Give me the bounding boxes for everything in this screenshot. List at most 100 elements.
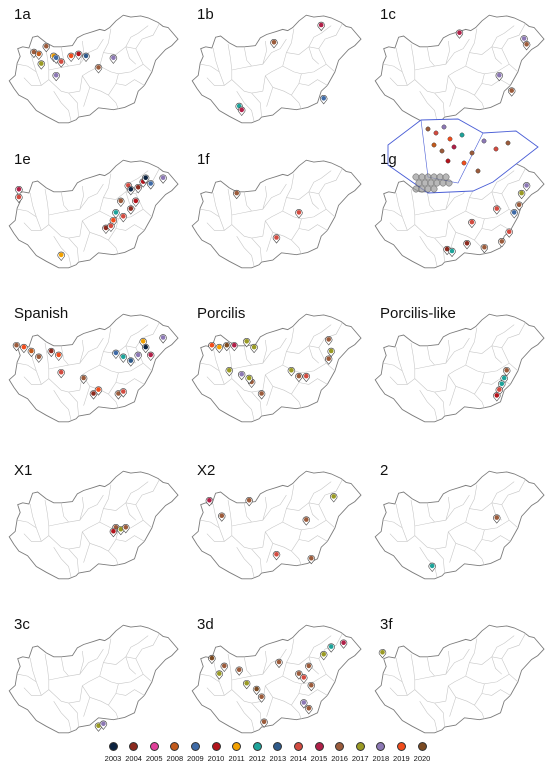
map-panel: 1c — [368, 2, 550, 152]
location-marker — [57, 369, 65, 379]
location-marker — [225, 367, 233, 377]
county-border — [103, 25, 149, 55]
cluster-marker — [412, 173, 420, 181]
location-marker — [522, 41, 531, 51]
location-marker — [330, 493, 338, 503]
county-border — [227, 654, 233, 690]
county-border — [414, 364, 435, 370]
legend-year-label: 2017 — [351, 754, 369, 763]
location-marker — [134, 184, 142, 194]
year-dot — [304, 373, 309, 379]
cluster-marker — [442, 173, 450, 181]
county-border — [251, 548, 262, 574]
location-marker — [260, 718, 268, 728]
county-border — [308, 168, 343, 195]
map-panel: 1f — [185, 147, 368, 297]
legend-item: 2013 — [265, 742, 291, 766]
location-marker — [119, 213, 127, 223]
year-dot — [259, 694, 264, 699]
location-marker — [57, 251, 65, 261]
year-dot — [429, 563, 435, 569]
county-border — [434, 496, 450, 523]
location-marker — [142, 343, 150, 354]
year-dot — [135, 185, 141, 190]
county-border — [286, 25, 332, 55]
county-border — [17, 208, 37, 218]
hungary-map — [8, 624, 179, 734]
year-dot — [44, 43, 49, 49]
year-dot — [506, 229, 512, 234]
location-marker — [305, 662, 313, 672]
county-border — [99, 673, 144, 685]
county-border — [68, 237, 79, 263]
county-border — [206, 222, 232, 231]
year-dot — [116, 391, 121, 396]
county-border — [89, 697, 119, 720]
year-dot — [91, 391, 96, 396]
county-border — [272, 87, 302, 110]
location-marker — [300, 674, 308, 684]
year-dot — [521, 36, 527, 41]
county-border — [200, 519, 220, 529]
location-marker — [307, 555, 315, 565]
county-border — [243, 191, 252, 212]
county-border — [445, 364, 466, 391]
year-dot — [524, 183, 529, 188]
hungary-map — [191, 14, 362, 124]
year-dot — [341, 640, 346, 645]
map-panel: X1 — [2, 458, 185, 608]
location-marker — [159, 174, 167, 184]
county-border — [465, 484, 478, 523]
year-dot — [224, 342, 230, 348]
county-border — [251, 496, 267, 523]
year-dot — [306, 663, 312, 669]
legend-item: 2018 — [368, 742, 394, 766]
year-dot — [68, 53, 74, 59]
location-marker — [238, 106, 246, 116]
county-border — [389, 533, 415, 542]
county-border — [265, 220, 274, 252]
location-marker — [205, 497, 214, 507]
county-border — [48, 675, 69, 681]
year-dot — [83, 53, 89, 59]
year-dot — [289, 368, 294, 373]
county-border — [243, 345, 252, 366]
county-border — [469, 324, 515, 354]
hungary-map — [374, 14, 545, 124]
county-border — [23, 687, 49, 696]
county-border — [491, 656, 503, 675]
location-marker — [89, 390, 98, 400]
county-border — [231, 521, 252, 527]
legend-color-swatch — [149, 742, 159, 751]
year-dot — [113, 210, 119, 215]
year-dot — [326, 356, 331, 361]
county-border — [60, 345, 69, 366]
county-border — [410, 343, 416, 379]
county-border — [434, 40, 450, 67]
location-marker — [468, 218, 476, 229]
county-border — [395, 192, 408, 231]
year-dot — [222, 663, 227, 669]
county-border — [68, 496, 84, 523]
county-border — [501, 48, 519, 73]
county-border — [89, 232, 119, 255]
year-dot — [296, 671, 302, 676]
county-border — [135, 48, 153, 73]
location-marker — [272, 551, 281, 561]
county-border — [291, 683, 302, 706]
county-border — [491, 633, 526, 660]
county-border — [243, 46, 252, 67]
county-border — [286, 635, 332, 665]
county-border — [79, 210, 100, 237]
county-border — [115, 689, 145, 696]
county-border — [89, 87, 119, 110]
hungary-map — [374, 470, 545, 580]
county-border — [491, 23, 526, 50]
county-border — [419, 390, 438, 421]
county-border — [125, 23, 160, 50]
county-border — [318, 504, 336, 529]
location-marker — [327, 347, 335, 358]
year-dot — [96, 65, 101, 70]
county-border — [474, 683, 485, 706]
location-marker — [270, 39, 278, 49]
